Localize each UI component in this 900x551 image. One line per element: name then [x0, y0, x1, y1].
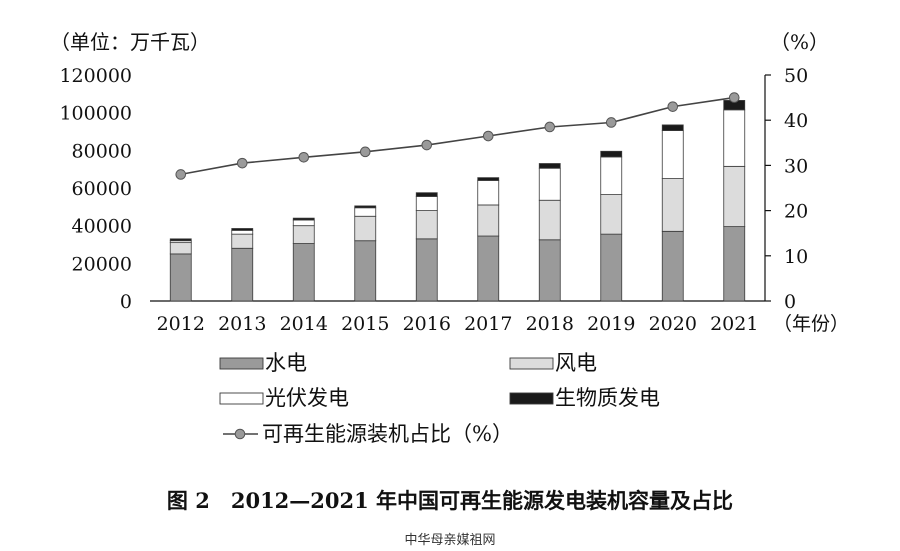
bar-segment-2 — [169, 242, 192, 255]
bar-segment-3 — [415, 196, 438, 212]
share-line-point — [421, 139, 433, 151]
y-right-tick-label: 40 — [784, 110, 808, 132]
legend-swatch-2 — [509, 357, 554, 370]
x-tick-label: 2021 — [710, 313, 758, 335]
bar-segment-1 — [600, 233, 623, 302]
y-left-tick-label: 120000 — [59, 65, 132, 87]
bar-segment-1 — [723, 226, 746, 302]
y-right-tick-label: 0 — [784, 291, 796, 313]
share-line-point — [605, 117, 617, 128]
bar-segment-1 — [292, 243, 315, 302]
bar-segment-4 — [354, 205, 377, 209]
share-line-path — [180, 96, 735, 176]
y-left-tick-label: 60000 — [72, 178, 132, 200]
bar-segment-2 — [538, 199, 561, 241]
bar-segment-2 — [292, 225, 315, 244]
bar-segment-2 — [477, 204, 500, 237]
bar-segment-2 — [661, 178, 684, 232]
tick-labels: 0 20000 40000 60000 80000 100000 120000 0 10 20 30… — [59, 65, 808, 335]
legend-swatch-1 — [219, 357, 264, 370]
bar-segment-3 — [231, 229, 254, 235]
x-tick-label: 2017 — [464, 313, 512, 335]
share-line — [175, 92, 740, 180]
x-tick-label: 2012 — [157, 313, 205, 335]
bar-segment-4 — [415, 192, 438, 197]
y-right-tick-label: 30 — [784, 155, 808, 177]
bar-segment-4 — [538, 163, 561, 169]
x-tick-label: 2019 — [587, 313, 635, 335]
bar-segment-3 — [661, 130, 684, 179]
y-right-tick-label: 10 — [784, 246, 808, 268]
bar-segment-2 — [415, 210, 438, 240]
y-right-tick-label: 50 — [784, 65, 808, 87]
x-tick-label: 2014 — [280, 313, 328, 335]
bar-segment-1 — [354, 240, 377, 302]
share-line-point — [544, 121, 556, 133]
bar-segment-2 — [600, 194, 623, 235]
bar-segment-4 — [292, 217, 315, 221]
bar-segment-3 — [354, 207, 377, 217]
legend-label-2: 风电 — [555, 351, 597, 375]
bar-segment-2 — [231, 233, 254, 249]
bar-segment-1 — [231, 247, 254, 302]
y-left-tick-label: 0 — [120, 291, 132, 313]
bar-segment-4 — [600, 150, 623, 158]
bar-segment-2 — [354, 215, 377, 242]
y-left-tick-label: 100000 — [59, 103, 132, 125]
share-line-point — [728, 92, 740, 103]
bar-segment-3 — [538, 167, 561, 201]
bar-segment-4 — [661, 124, 684, 131]
legend-swatch-4 — [509, 392, 554, 405]
x-tick-label: 2013 — [218, 313, 266, 335]
y-left-unit-label: （单位：万千瓦） — [50, 30, 210, 54]
share-line-point — [298, 151, 310, 163]
bar-segment-4 — [477, 177, 500, 181]
share-line-point — [236, 157, 248, 169]
chart-title: 图 2 2012—2021 年中国可再生能源发电装机容量及占比 — [167, 488, 733, 513]
y-right-tick-label: 20 — [784, 201, 808, 223]
y-left-tick-label: 40000 — [72, 216, 132, 238]
y-left-tick-label: 80000 — [72, 140, 132, 162]
bar-segment-1 — [415, 238, 438, 302]
legend-line-marker — [234, 428, 246, 440]
bar-segment-4 — [231, 228, 254, 231]
share-line-point — [667, 101, 679, 112]
bar-segment-1 — [477, 235, 500, 302]
x-tick-label: 2016 — [403, 313, 451, 335]
x-tick-label: 2018 — [526, 313, 574, 335]
legend-label-1: 水电 — [265, 351, 307, 375]
bar-segment-1 — [538, 239, 561, 302]
bar-segment-3 — [723, 109, 746, 167]
share-line-point — [482, 130, 494, 142]
bar-segment-3 — [292, 219, 315, 227]
bars — [169, 100, 746, 302]
x-tick-label: 2020 — [649, 313, 697, 335]
bar-segment-3 — [477, 180, 500, 206]
bar-segment-3 — [600, 156, 623, 195]
y-left-tick-label: 20000 — [72, 253, 132, 275]
bar-segment-1 — [169, 253, 192, 302]
legend-swatch-3 — [219, 392, 264, 405]
bar-segment-2 — [723, 165, 746, 228]
watermark: 中华母亲媒祖网 — [404, 533, 495, 548]
share-line-point — [175, 169, 187, 180]
y-right-unit-label: （%） — [770, 30, 829, 54]
legend-label-3: 光伏发电 — [265, 386, 349, 410]
legend-label-4: 生物质发电 — [555, 386, 660, 410]
legend-label-line: 可再生能源装机占比（%） — [262, 422, 513, 446]
x-unit-label: （年份） — [773, 313, 849, 335]
bar-segment-4 — [169, 238, 192, 242]
bar-segment-1 — [661, 230, 684, 302]
share-line-point — [359, 146, 371, 158]
x-tick-label: 2015 — [341, 313, 389, 335]
